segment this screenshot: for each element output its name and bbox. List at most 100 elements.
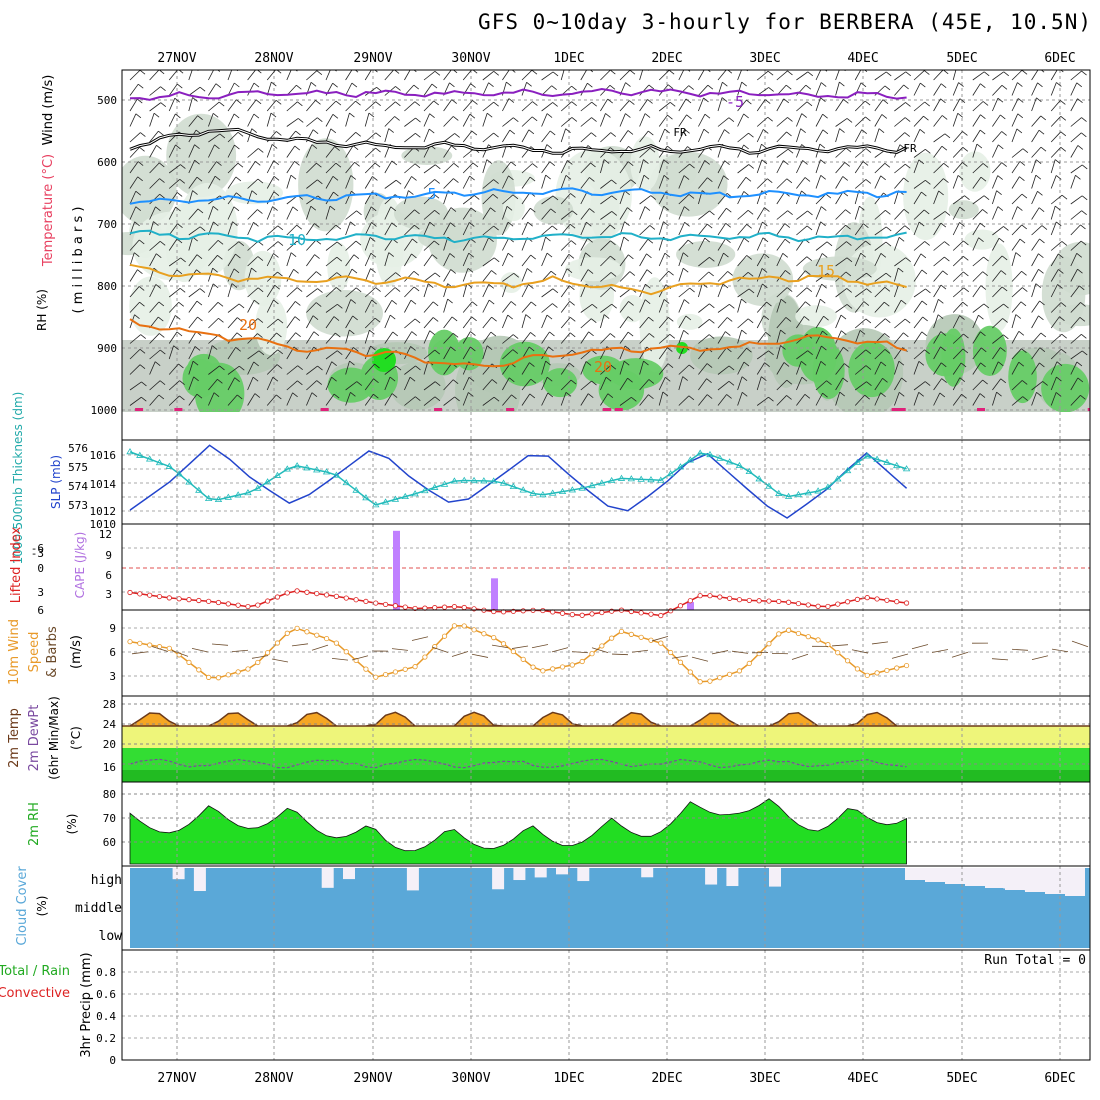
wind-barb [973,115,981,127]
wind-barb [620,130,628,142]
wind-barb [292,67,297,71]
label-cloud: Cloud Cover [15,866,30,946]
wind-barb [542,237,546,250]
wind10-barb [332,658,348,660]
dewpt-band [122,748,1090,770]
wind-speed-line-point [511,649,515,653]
wind-barb [291,253,296,257]
wind-barb [718,271,728,281]
wind-barb [552,86,557,90]
wind-barb [744,238,749,242]
date-label-top: 27NOV [157,51,196,66]
wind-barb [903,333,908,337]
date-label-bottom: 29NOV [353,1071,392,1086]
wind-speed-line-point [216,676,220,680]
y-tick: 70 [103,812,116,825]
wind-barb [313,130,318,134]
cloud-gap [925,868,945,882]
wind-barb [997,191,1002,195]
wind-barb [923,317,928,321]
wind-barb [189,317,198,328]
wind-barb [1002,131,1007,135]
wind-barb [827,242,832,246]
wind-barb [1019,177,1024,181]
wind-barb [502,301,511,312]
wind-barb [415,319,420,323]
wind-barb [532,70,537,74]
wind-barb [788,211,793,215]
wind-barb [684,300,689,304]
wind-barb [953,147,963,157]
y-tick: 9 [105,549,112,562]
wind-barb [296,333,301,337]
wind-barb [532,164,537,168]
wind-barb [992,85,1002,95]
rh-shade [843,244,916,318]
wind-barb [1061,116,1066,120]
wind-barb [352,83,357,87]
wind10-barb [392,649,408,651]
wind-barb [444,163,454,173]
wind-barb [640,196,651,204]
wind-barb [455,133,460,137]
wind-barb [326,67,332,80]
wind-barb [934,99,941,111]
wind-barb [463,176,469,188]
wind-barb [1022,225,1027,229]
wind-barb [796,160,802,173]
wind-barb [448,299,453,303]
wind-barb [175,114,180,118]
wind-barb [757,179,767,189]
wind-barb [1032,284,1036,297]
lifted-index-line-point [698,593,702,597]
wind-barb [385,102,396,111]
wind-barb [882,114,887,118]
wind-barb [1090,133,1100,142]
wind-barb [522,164,532,173]
wind-barb [1012,207,1017,220]
wind-barb [640,239,648,250]
wind-barb [1038,316,1043,320]
wind-barb [274,176,279,180]
wind-barb [254,114,259,118]
wind-barb [783,161,788,165]
wind-barb [923,116,928,120]
lifted-index-line-point [138,592,142,596]
wind-barb [444,269,451,281]
wind-barb [392,300,397,304]
wind-barb [208,68,214,80]
wind-speed-line-point [403,667,407,671]
wind-barb [886,227,891,231]
cloud-gap [535,868,547,877]
wind-barb [502,118,513,127]
wind-barb [843,176,848,180]
wind-barb [1040,239,1045,243]
rh-shade [565,257,622,281]
label-millibars: ( m i l l i b a r s ) [71,207,86,314]
rh-shade [255,297,287,355]
label-wind10-unit: (m/s) [69,635,84,669]
wind-barb [287,118,298,126]
lifted-index-line-point [904,601,908,605]
wind-barb [298,118,303,122]
wind-barb [1016,315,1021,319]
wind-barb [1090,333,1099,343]
wind-speed-line-point [698,680,702,684]
wind-barb [254,83,259,87]
wind-barb [346,132,356,142]
wind-barb [1090,195,1100,204]
lifted-index-line-point [668,609,672,613]
lifted-index-line-point [275,595,279,599]
wind-barb [385,300,392,312]
wind-barb [944,257,949,261]
wind-barb [953,113,958,126]
label-rh2m-unit: (%) [65,814,79,835]
wind-speed-line-point [531,665,535,669]
wind-barb [777,211,788,220]
wind-speed-line [130,626,907,682]
lifted-index-line-point [541,608,545,612]
wind-barb [317,118,322,122]
cloud-level-label: high [91,873,122,888]
wind-barb [248,210,258,220]
wind-barb [581,133,591,142]
